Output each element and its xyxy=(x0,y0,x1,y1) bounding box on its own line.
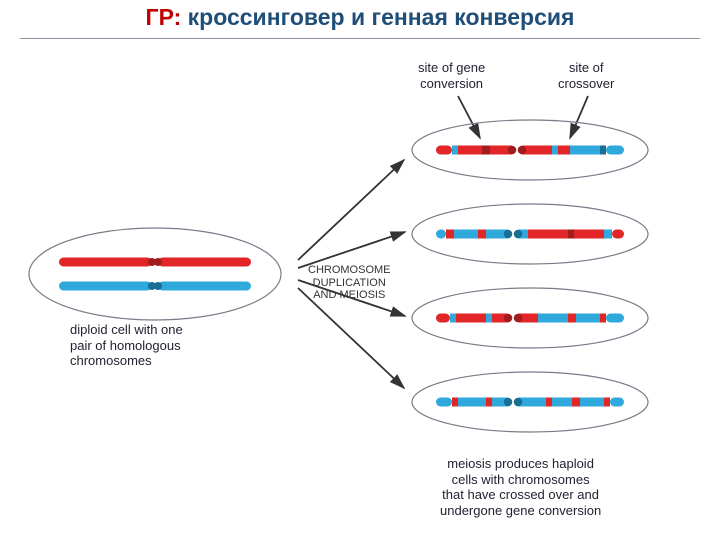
haploid-chrom-1-seg-1 xyxy=(446,230,454,239)
haploid-chrom-3-seg-3 xyxy=(486,398,492,407)
haploid-chrom-0-seg-3 xyxy=(482,146,490,155)
haploid-chrom-2-seg-2 xyxy=(456,314,486,323)
haploid-chrom-1-seg-9 xyxy=(574,230,604,239)
meiosis-arrow-1 xyxy=(298,232,405,268)
haploid-chrom-1-seg-2 xyxy=(454,230,478,239)
haploid-chrom-0-seg-0 xyxy=(436,146,452,155)
haploid-chrom-3-seg-1 xyxy=(452,398,458,407)
meiosis-arrow-0 xyxy=(298,160,404,260)
chrom-blue-left xyxy=(59,282,152,291)
haploid-chrom-3-seg-2 xyxy=(458,398,486,407)
haploid-chrom-1-seg-7 xyxy=(528,230,568,239)
haploid-chrom-1-seg-3 xyxy=(478,230,486,239)
haploid-chrom-2-seg-7 xyxy=(538,314,568,323)
haploid-chrom-1-seg-0 xyxy=(436,230,446,239)
meiosis-arrow-3 xyxy=(298,288,404,388)
haploid-chrom-2-seg-3 xyxy=(486,314,492,323)
haploid-chrom-3-seg-11 xyxy=(604,398,610,407)
haploid-chrom-0-seg-8 xyxy=(558,146,570,155)
haploid-chrom-3-seg-10 xyxy=(580,398,604,407)
haploid-chrom-2-seg-8 xyxy=(568,314,576,323)
indicator-arrow-gene-conversion xyxy=(458,96,480,138)
indicator-arrow-crossover xyxy=(570,96,588,138)
haploid-chrom-0-seg-2 xyxy=(458,146,482,155)
chrom-red-right xyxy=(158,258,251,267)
chrom-blue-right xyxy=(158,282,251,291)
haploid-chrom-2-seg-11 xyxy=(606,314,624,323)
haploid-chrom-2-seg-0 xyxy=(436,314,450,323)
haploid-chrom-3-seg-12 xyxy=(610,398,624,407)
haploid-chrom-0-seg-9 xyxy=(570,146,600,155)
haploid-chrom-2-seg-9 xyxy=(576,314,600,323)
haploid-chrom-0-seg-1 xyxy=(452,146,458,155)
haploid-chrom-1-seg-11 xyxy=(612,230,624,239)
haploid-chrom-0-seg-11 xyxy=(606,146,624,155)
haploid-chrom-0-seg-6 xyxy=(522,146,552,155)
haploid-chrom-2-seg-1 xyxy=(450,314,456,323)
haploid-chrom-3-seg-9 xyxy=(572,398,580,407)
haploid-chrom-3-seg-7 xyxy=(546,398,552,407)
chrom-red-left xyxy=(59,258,152,267)
diploid-cell xyxy=(29,228,281,320)
haploid-chrom-2-seg-10 xyxy=(600,314,606,323)
diagram-canvas xyxy=(0,0,720,540)
haploid-chrom-1-seg-8 xyxy=(568,230,574,239)
haploid-chrom-3-seg-8 xyxy=(552,398,572,407)
haploid-chrom-0-seg-7 xyxy=(552,146,558,155)
haploid-chrom-1-seg-10 xyxy=(604,230,612,239)
haploid-chrom-3-seg-0 xyxy=(436,398,452,407)
haploid-chrom-0-seg-10 xyxy=(600,146,606,155)
meiosis-arrow-2 xyxy=(298,280,405,316)
